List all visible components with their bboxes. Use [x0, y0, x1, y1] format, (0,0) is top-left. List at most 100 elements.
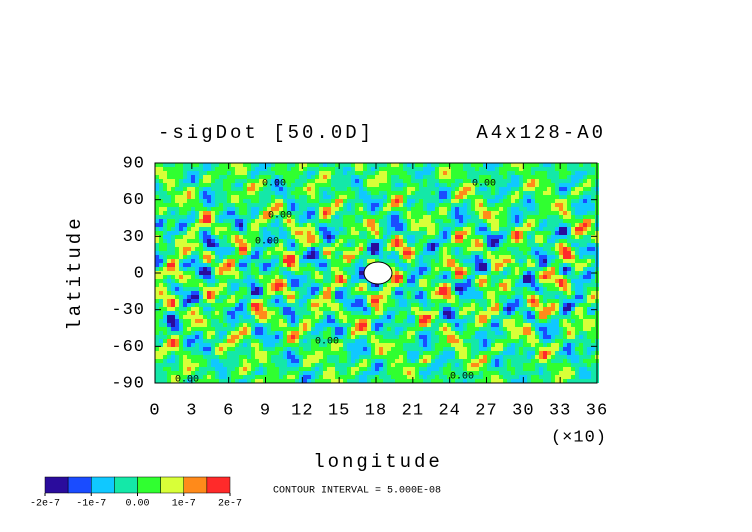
field-cell [391, 231, 395, 235]
field-cell [167, 207, 171, 211]
field-cell [371, 207, 375, 211]
field-cell [239, 191, 243, 195]
field-cell [255, 311, 259, 315]
field-cell [291, 215, 295, 219]
field-cell [311, 191, 315, 195]
field-cell [187, 255, 191, 259]
field-cell [523, 271, 527, 275]
field-cell [271, 183, 275, 187]
field-cell [495, 271, 499, 275]
field-cell [567, 299, 571, 303]
field-cell [563, 327, 567, 331]
field-cell [187, 263, 191, 267]
field-cell [311, 235, 315, 239]
field-cell [527, 267, 531, 271]
field-cell [475, 223, 479, 227]
field-cell [503, 315, 507, 319]
field-cell [427, 335, 431, 339]
field-cell [371, 215, 375, 219]
field-cell [195, 319, 199, 323]
field-cell [523, 187, 527, 191]
field-cell [495, 171, 499, 175]
field-cell [479, 279, 483, 283]
field-cell [423, 243, 427, 247]
field-cell [247, 331, 251, 335]
field-cell [583, 167, 587, 171]
field-cell [415, 335, 419, 339]
field-cell [439, 223, 443, 227]
field-cell [171, 299, 175, 303]
field-cell [455, 175, 459, 179]
field-cell [287, 195, 291, 199]
field-cell [399, 175, 403, 179]
field-cell [219, 307, 223, 311]
field-cell [291, 171, 295, 175]
field-cell [515, 239, 519, 243]
field-cell [187, 331, 191, 335]
field-cell [323, 283, 327, 287]
field-cell [447, 335, 451, 339]
field-cell [527, 199, 531, 203]
field-cell [331, 167, 335, 171]
field-cell [227, 323, 231, 327]
field-cell [547, 283, 551, 287]
field-cell [515, 179, 519, 183]
field-cell [463, 263, 467, 267]
field-cell [239, 251, 243, 255]
field-cell [463, 327, 467, 331]
field-cell [239, 195, 243, 199]
field-cell [539, 191, 543, 195]
field-cell [559, 263, 563, 267]
field-cell [359, 291, 363, 295]
field-cell [507, 227, 511, 231]
field-cell [219, 295, 223, 299]
field-cell [311, 267, 315, 271]
field-cell [515, 251, 519, 255]
field-cell [403, 315, 407, 319]
field-cell [575, 207, 579, 211]
field-cell [203, 183, 207, 187]
field-cell [547, 239, 551, 243]
field-cell [435, 291, 439, 295]
field-cell [155, 199, 159, 203]
field-cell [275, 211, 279, 215]
field-cell [203, 239, 207, 243]
field-cell [567, 223, 571, 227]
field-cell [311, 259, 315, 263]
field-cell [351, 187, 355, 191]
field-cell [287, 307, 291, 311]
field-cell [499, 243, 503, 247]
field-cell [579, 303, 583, 307]
field-cell [539, 183, 543, 187]
field-cell [231, 187, 235, 191]
field-cell [543, 191, 547, 195]
field-cell [207, 339, 211, 343]
field-cell [587, 295, 591, 299]
field-cell [171, 295, 175, 299]
field-cell [507, 195, 511, 199]
field-cell [235, 255, 239, 259]
field-cell [511, 207, 515, 211]
field-cell [363, 183, 367, 187]
field-cell [351, 247, 355, 251]
field-cell [235, 259, 239, 263]
field-cell [511, 235, 515, 239]
field-cell [587, 335, 591, 339]
field-cell [463, 211, 467, 215]
field-cell [503, 179, 507, 183]
field-cell [167, 187, 171, 191]
field-cell [187, 219, 191, 223]
field-cell [283, 279, 287, 283]
field-cell [571, 223, 575, 227]
field-cell [199, 335, 203, 339]
field-cell [555, 243, 559, 247]
field-cell [563, 203, 567, 207]
field-cell [227, 243, 231, 247]
field-cell [199, 295, 203, 299]
field-cell [479, 275, 483, 279]
field-cell [519, 287, 523, 291]
field-cell [575, 315, 579, 319]
field-cell [371, 307, 375, 311]
field-cell [547, 271, 551, 275]
field-cell [539, 283, 543, 287]
